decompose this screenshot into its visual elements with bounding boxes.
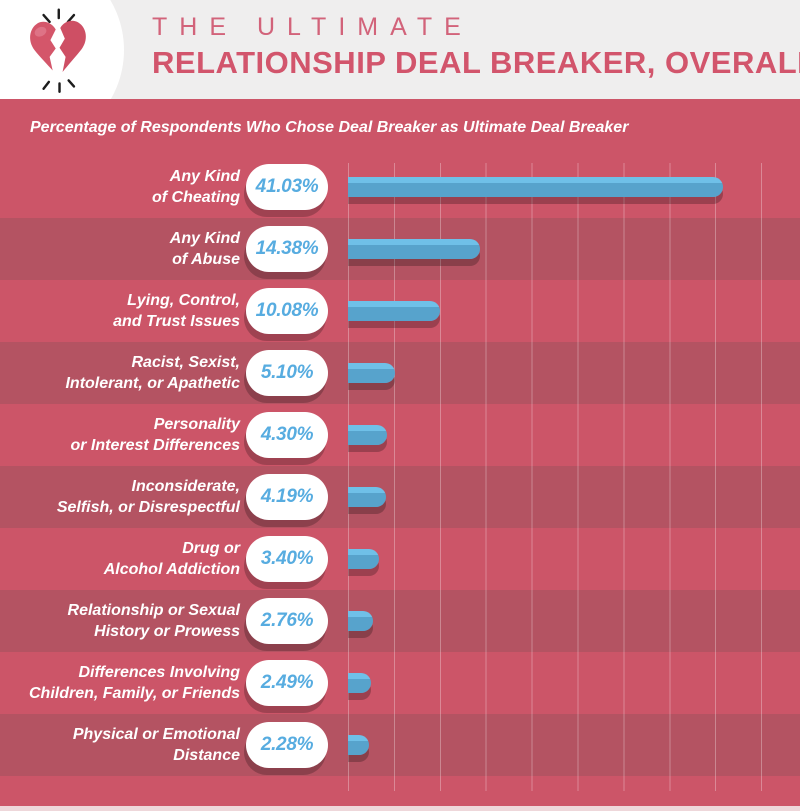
category-label: Differences Involving Children, Family, o… [29, 664, 240, 702]
chart-row: Personality or Interest Differences 4.30% [0, 404, 800, 466]
category-label: Relationship or Sexual History or Prowess [67, 602, 240, 640]
bar [348, 487, 387, 507]
value-pill: 2.28% [246, 722, 328, 768]
category-label: Racist, Sexist, Intolerant, or Apathetic [65, 354, 240, 392]
bottom-strip [0, 806, 800, 811]
category-label: Any Kind of Cheating [152, 168, 240, 206]
chart-row: Any Kind of Cheating 41.03% [0, 156, 800, 218]
value-label: 2.49% [260, 672, 314, 693]
value-label: 41.03% [255, 176, 319, 197]
page-title: THE ULTIMATE RELATIONSHIP DEAL BREAKER, … [152, 13, 800, 81]
value-pill: 5.10% [246, 350, 328, 396]
category-label: Lying, Control, and Trust Issues [113, 292, 240, 330]
chart-subtitle: Percentage of Respondents Who Chose Deal… [30, 119, 629, 136]
category-label: Inconsiderate, Selfish, or Disrespectful [56, 478, 240, 516]
title-line-2: RELATIONSHIP DEAL BREAKER, OVERALL [152, 45, 800, 80]
bar [348, 301, 441, 321]
category-label: Personality or Interest Differences [70, 416, 240, 454]
header: THE ULTIMATE RELATIONSHIP DEAL BREAKER, … [0, 0, 800, 99]
category-label: Any Kind of Abuse [169, 230, 240, 268]
bar [348, 673, 371, 693]
title-line-1: THE ULTIMATE [152, 13, 473, 41]
chart-row: Relationship or Sexual History or Prowess… [0, 590, 800, 652]
chart-row: Drug or Alcohol Addiction 3.40% [0, 528, 800, 590]
chart-row: Physical or Emotional Distance 2.28% [0, 714, 800, 776]
value-pill: 14.38% [246, 226, 328, 272]
bar [348, 425, 388, 445]
value-pill: 4.30% [246, 412, 328, 458]
value-pill: 10.08% [246, 288, 328, 334]
chart-row: Racist, Sexist, Intolerant, or Apathetic 5… [0, 342, 800, 404]
value-label: 4.30% [260, 424, 314, 445]
deal-breaker-bar-chart: Percentage of Respondents Who Chose Deal… [0, 99, 800, 806]
category-label: Drug or Alcohol Addiction [103, 540, 240, 578]
bar [348, 363, 395, 383]
value-label: 2.76% [260, 610, 314, 631]
value-pill: 41.03% [246, 164, 328, 210]
chart-row: Any Kind of Abuse 14.38% [0, 218, 800, 280]
bar [348, 549, 380, 569]
chart-row: Inconsiderate, Selfish, or Disrespectful 4… [0, 466, 800, 528]
value-pill: 4.19% [246, 474, 328, 520]
value-pill: 2.49% [246, 660, 328, 706]
value-pill: 3.40% [246, 536, 328, 582]
value-label: 14.38% [255, 238, 319, 259]
bar [348, 177, 724, 197]
broken-heart-icon [30, 8, 86, 94]
bar [348, 611, 374, 631]
value-label: 2.28% [260, 734, 314, 755]
value-label: 10.08% [255, 300, 319, 321]
value-label: 5.10% [260, 362, 314, 383]
bar [348, 239, 480, 259]
value-pill: 2.76% [246, 598, 328, 644]
category-label: Physical or Emotional Distance [72, 726, 240, 764]
value-label: 4.19% [260, 486, 314, 507]
chart-row: Lying, Control, and Trust Issues 10.08% [0, 280, 800, 342]
bar [348, 735, 369, 755]
chart-row: Differences Involving Children, Family, o… [0, 652, 800, 714]
value-label: 3.40% [260, 548, 314, 569]
chart-rows: Any Kind of Cheating 41.03% Any Kind of Abus… [0, 156, 800, 776]
